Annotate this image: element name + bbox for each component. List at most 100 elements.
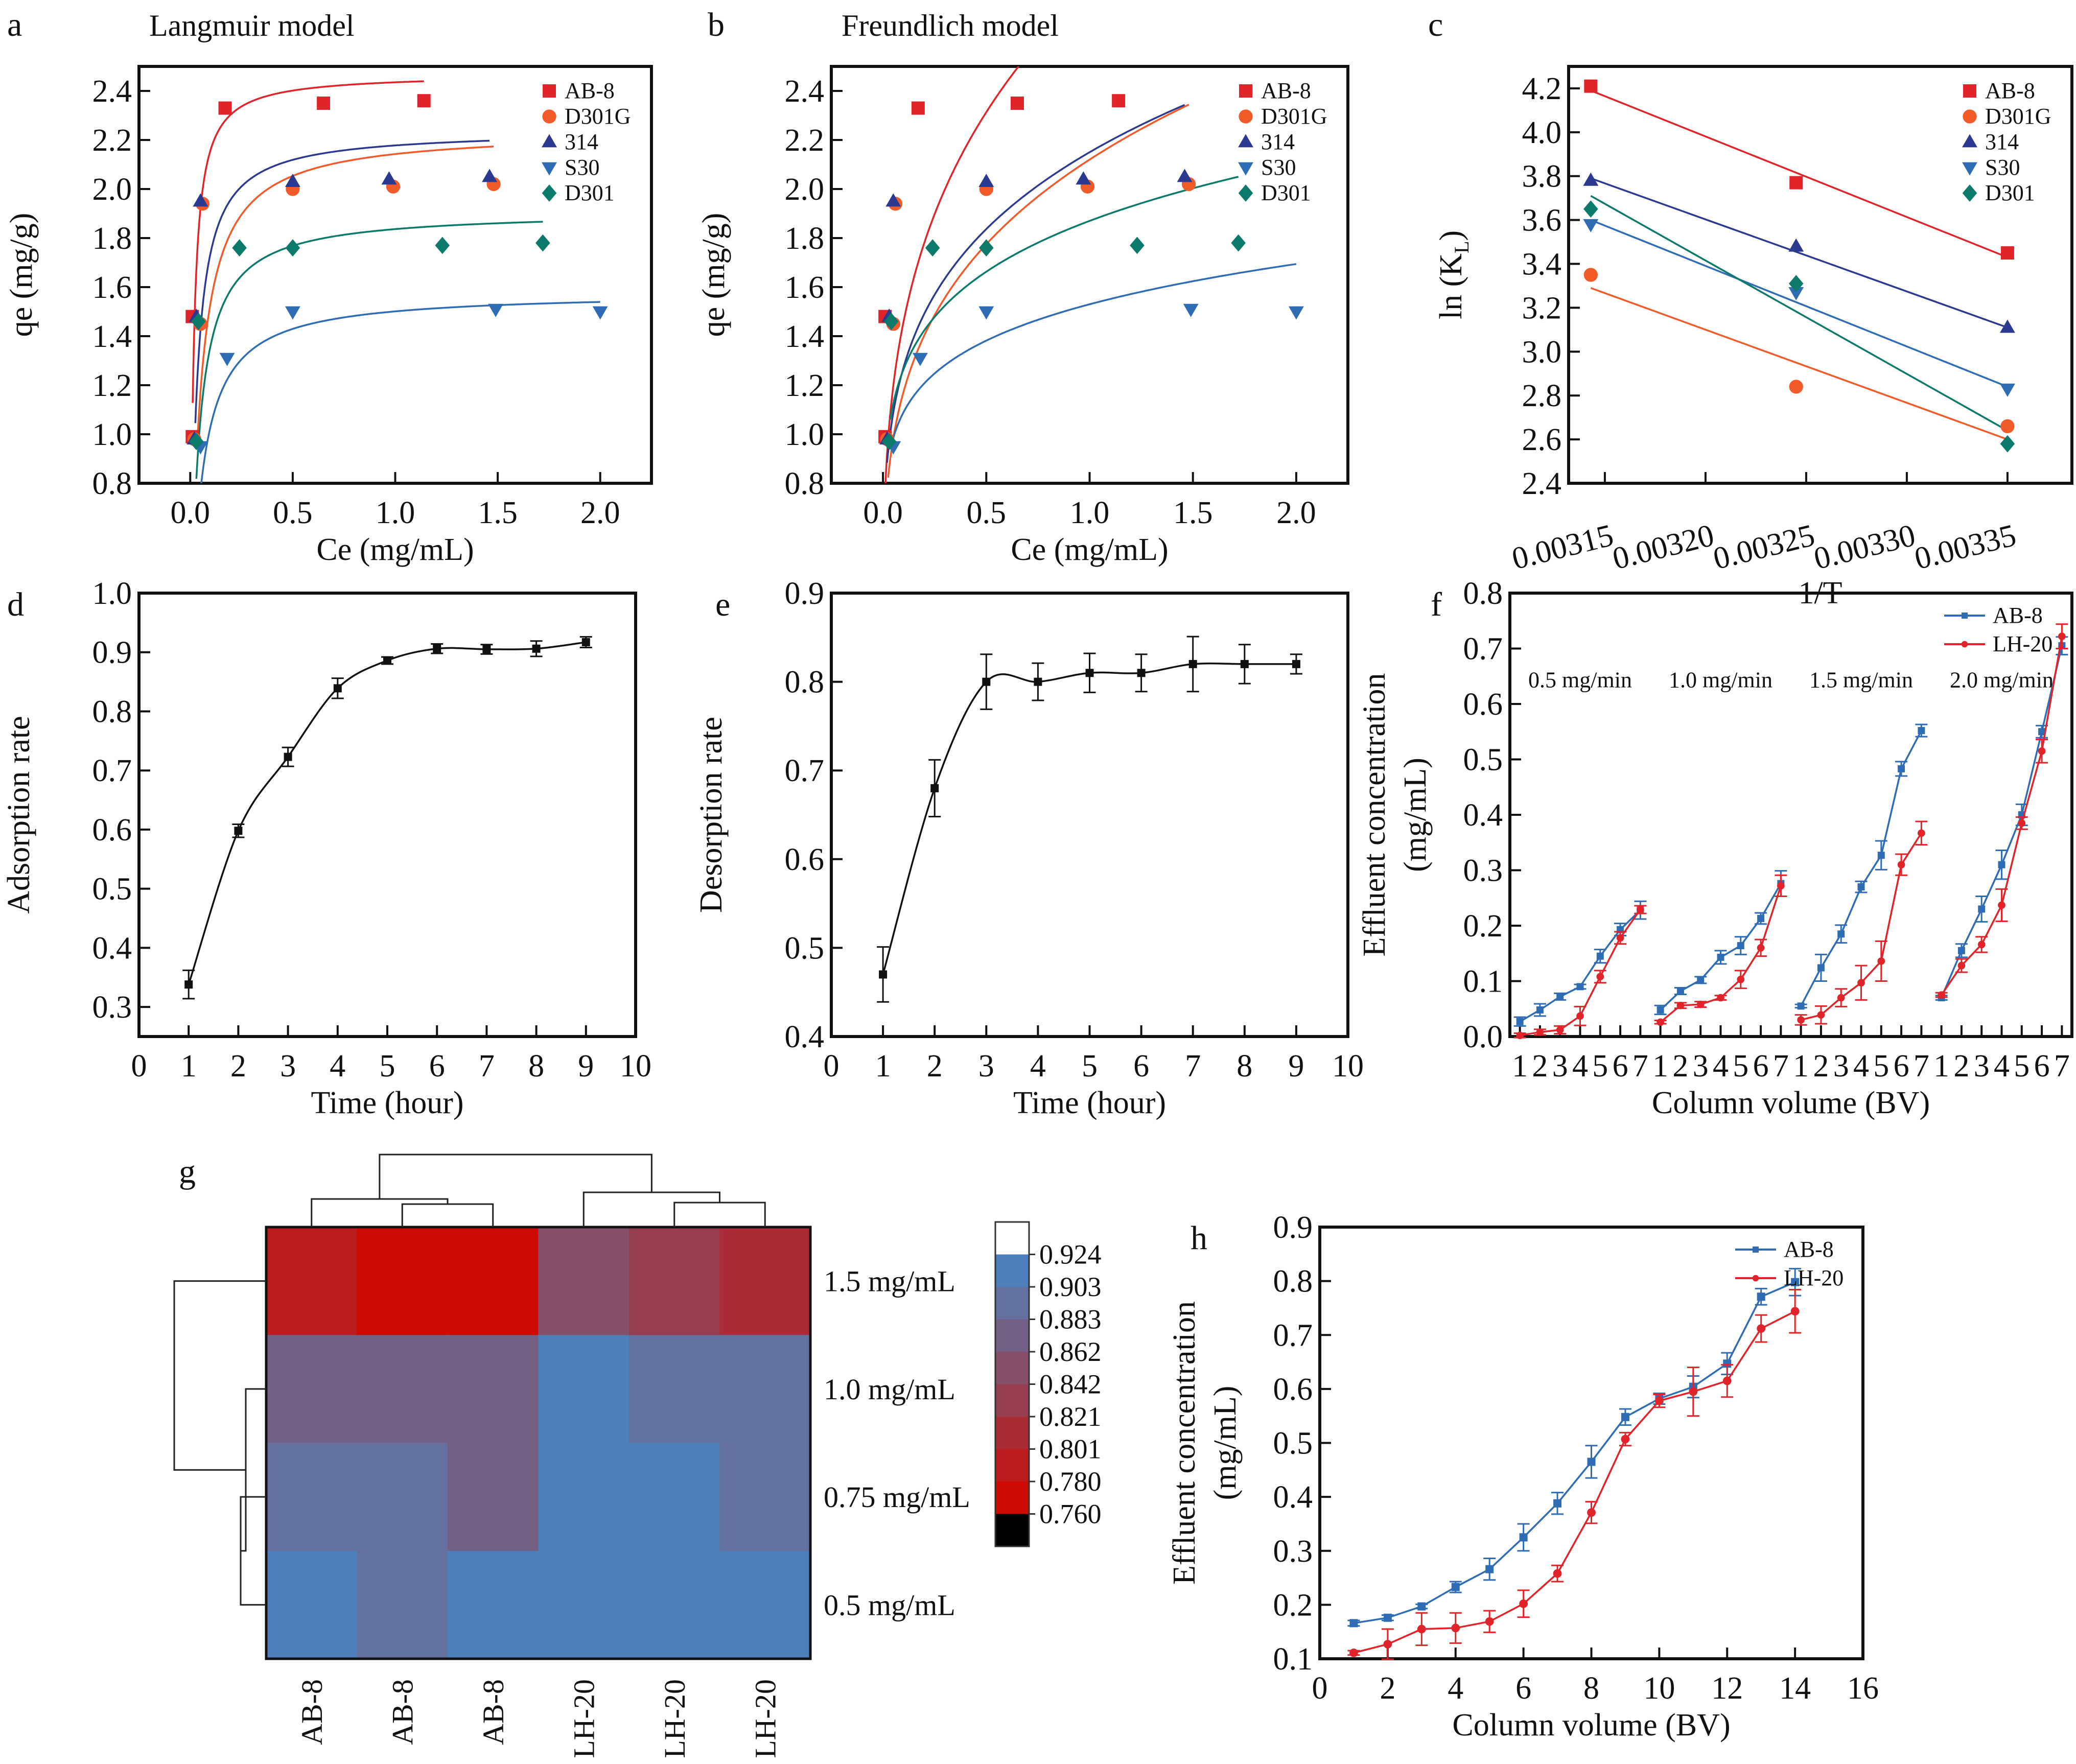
data-point-lh-20 (1837, 994, 1845, 1002)
fit-curve-314 (886, 104, 1185, 463)
colorbar-bin (995, 1514, 1029, 1547)
heatmap-cell (629, 1550, 720, 1659)
x-tick-label: 5 (380, 1049, 395, 1084)
x-tick-label: 2 (927, 1049, 943, 1084)
plot-frame (1567, 65, 2073, 485)
x-tick-label: 4 (1853, 1049, 1869, 1084)
colorbar-label: 0.801 (1039, 1434, 1102, 1465)
legend-marker (1962, 613, 1968, 619)
data-point-d301 (189, 433, 204, 451)
data-point (482, 645, 491, 653)
panel-letter: g (179, 1153, 196, 1190)
data-point-ab-8 (1553, 1499, 1562, 1508)
data-point-314 (1999, 319, 2015, 333)
fit-curve-d301 (195, 221, 543, 479)
heatmap-cell (538, 1550, 629, 1659)
x-tick-label: 6 (429, 1049, 445, 1084)
data-point-lh-20 (1451, 1624, 1460, 1633)
y-tick-label: 0.4 (1463, 798, 1503, 833)
x-tick-label: 12 (1711, 1671, 1743, 1706)
y-tick-label: 0.0 (1463, 1020, 1503, 1054)
y-tick-label: 0.2 (1463, 909, 1503, 944)
data-point-314 (885, 193, 901, 207)
legend-label: S30 (565, 155, 599, 180)
data-point (433, 644, 441, 653)
row-label: 0.75 mg/mL (824, 1480, 970, 1514)
data-point-ab-8 (1817, 964, 1825, 972)
data-point-lh-20 (1757, 1324, 1766, 1333)
data-point (1034, 677, 1042, 686)
y-tick-label: 0.5 (785, 931, 825, 966)
data-point-d301g (1583, 268, 1598, 282)
data-point-lh-20 (1977, 940, 1986, 949)
legend-marker (542, 134, 557, 148)
y-tick-label: 0.5 (1273, 1426, 1313, 1461)
x-tick-label: 0.5 (967, 496, 1007, 530)
data-point-314 (285, 174, 300, 187)
heatmap-cell (719, 1227, 811, 1335)
x-tick-label: 0.0 (171, 496, 211, 530)
heatmap-cell (448, 1550, 539, 1659)
y-tick-label: 1.4 (92, 319, 132, 354)
y-tick-label: 2.4 (92, 74, 132, 109)
data-point-lh-20 (1637, 906, 1644, 913)
data-point-ab-8 (1451, 1583, 1460, 1591)
y-tick-label: 1.0 (785, 417, 825, 452)
legend-marker (1239, 84, 1252, 98)
y-tick-label: 0.7 (1463, 632, 1503, 667)
y-tick-label: 0.3 (1463, 854, 1503, 888)
legend-marker (1239, 109, 1253, 124)
y-tick-label: 1.4 (785, 319, 825, 354)
legend-label: LH-20 (1993, 631, 2052, 656)
x-tick-label: 3 (978, 1049, 994, 1084)
data-point-314 (1583, 172, 1599, 186)
legend-label: LH-20 (1784, 1265, 1844, 1290)
data-point-d301 (1231, 234, 1246, 252)
x-tick-label: 7 (2054, 1049, 2070, 1084)
data-point (1085, 669, 1094, 677)
x-axis-title: Column volume (BV) (1652, 1086, 1930, 1120)
heatmap-cell (719, 1335, 811, 1443)
y-axis-title-close: ) (1434, 230, 1468, 241)
data-point (1240, 660, 1249, 668)
data-point-lh-20 (1576, 1012, 1584, 1020)
heatmap-cell (629, 1335, 720, 1443)
heatmap-cell (448, 1443, 539, 1551)
legend-label: 314 (1261, 129, 1295, 154)
fit-curve-d301 (889, 176, 1239, 420)
fit-curve-d301g (196, 146, 494, 441)
column-label: LH-20 (567, 1679, 600, 1758)
colorbar-bin (995, 1287, 1029, 1320)
colorbar-bin (995, 1254, 1029, 1287)
heatmap-cell (357, 1227, 448, 1335)
legend-label: D301G (1261, 104, 1327, 129)
legend-label: 314 (1985, 129, 2019, 154)
heatmap-cell (448, 1335, 539, 1443)
x-tick-label: 4 (1713, 1049, 1729, 1084)
data-point-s30 (1788, 287, 1804, 300)
x-tick-label: 7 (1632, 1049, 1648, 1084)
y-tick-label: 0.6 (785, 842, 825, 877)
heatmap-cell (357, 1443, 448, 1551)
panel-a-langmuir-chart: 0.8 1.0 1.2 1.4 1.6 1.8 2.0 2.2 2.4 0.0 0.5 1.0 1.5 2… (4, 6, 653, 567)
legend-marker (1238, 184, 1253, 202)
data-point-d301 (191, 313, 206, 331)
y-tick-label: 0.9 (1273, 1210, 1313, 1245)
y-axis-title-main: ln (K (1434, 253, 1468, 319)
data-point-s30 (592, 306, 608, 320)
data-point-ab-8 (1717, 953, 1724, 961)
panel-letter: c (1428, 6, 1443, 43)
data-point-314 (482, 169, 498, 182)
legend-marker (542, 184, 557, 202)
legend-marker (1238, 162, 1253, 176)
y-tick-label: 0.8 (92, 466, 132, 501)
x-tick-label: 0.5 (273, 496, 313, 530)
data-point-ab-8 (1596, 952, 1604, 960)
flow-rate-label: 0.5 mg/min (1528, 667, 1632, 692)
y-tick-label: 0.2 (1273, 1588, 1313, 1622)
data-point-lh-20 (1757, 944, 1765, 952)
data-point (1188, 660, 1197, 668)
data-point-ab-8 (1536, 1006, 1544, 1014)
data-point-d301 (883, 313, 899, 331)
x-tick-label: 5 (2014, 1049, 2030, 1084)
